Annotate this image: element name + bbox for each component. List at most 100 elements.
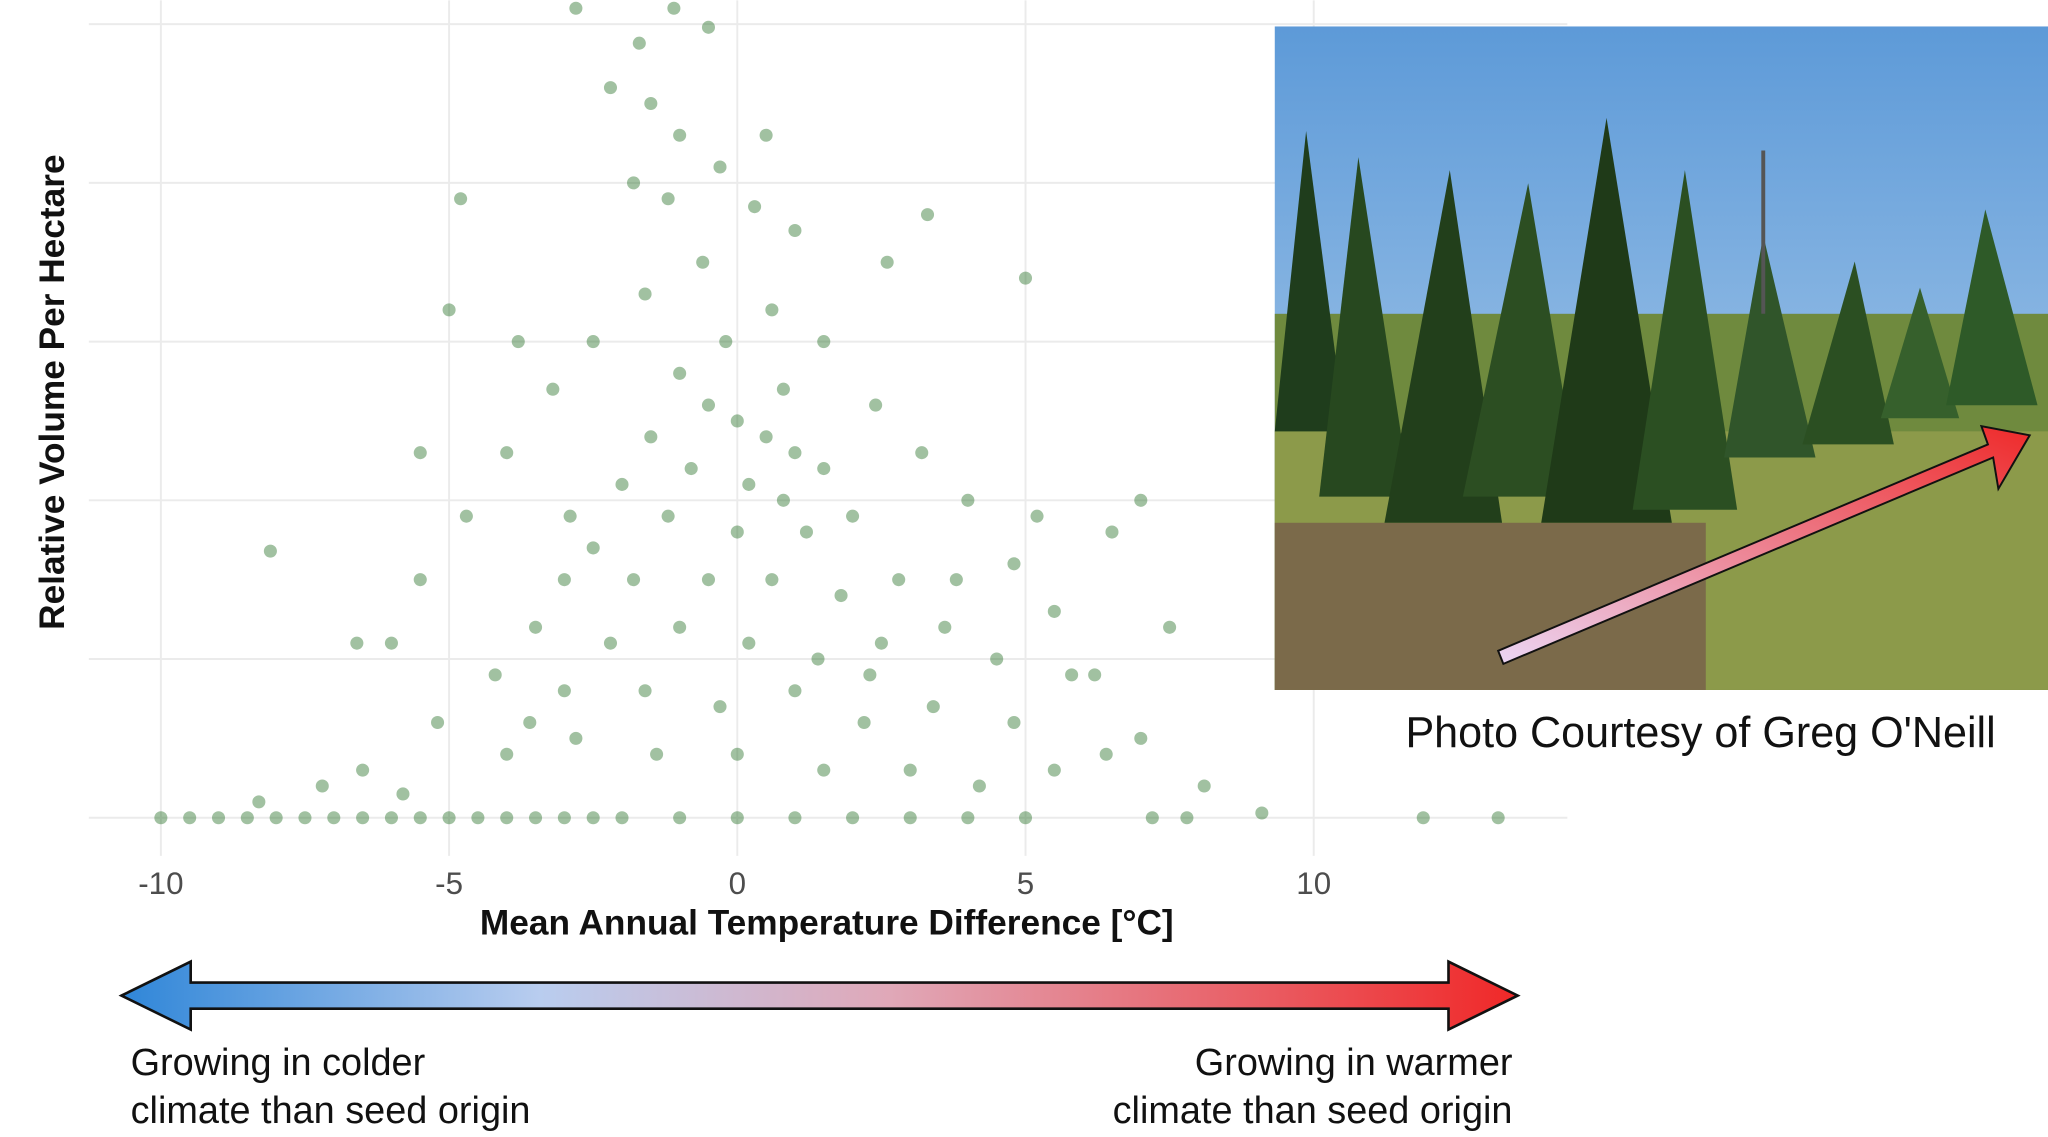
- point: [586, 335, 600, 349]
- point: [523, 715, 537, 730]
- point: [759, 128, 773, 142]
- point: [263, 544, 277, 558]
- point: [327, 811, 341, 825]
- point: [1105, 525, 1119, 539]
- point: [529, 620, 543, 634]
- point: [765, 303, 779, 317]
- point: [1088, 668, 1102, 682]
- point: [454, 192, 468, 206]
- point: [673, 811, 687, 825]
- point: [1047, 763, 1061, 777]
- point: [869, 398, 883, 412]
- point: [661, 509, 675, 523]
- point: [442, 811, 456, 825]
- point: [1030, 509, 1044, 523]
- point: [684, 462, 698, 476]
- point: [938, 620, 952, 634]
- point: [1018, 271, 1033, 285]
- x-tick-label: 10: [1296, 866, 1331, 901]
- point: [817, 763, 831, 777]
- point: [638, 287, 652, 301]
- point: [817, 462, 831, 476]
- point: [569, 731, 583, 745]
- point: [627, 573, 641, 587]
- point: [298, 811, 312, 825]
- point: [569, 1, 583, 15]
- point: [701, 573, 716, 587]
- point: [713, 700, 727, 714]
- right-note: climate than seed origin: [1113, 1090, 1513, 1132]
- point: [431, 715, 445, 730]
- point: [627, 176, 641, 190]
- point: [701, 20, 716, 34]
- point: [713, 160, 727, 174]
- point: [240, 811, 254, 825]
- point: [511, 335, 525, 349]
- point: [742, 477, 756, 491]
- point: [1018, 811, 1033, 825]
- point: [730, 525, 744, 539]
- x-tick-label: -10: [138, 866, 183, 901]
- point: [603, 636, 618, 650]
- point: [949, 573, 963, 587]
- point: [972, 779, 986, 793]
- point: [356, 763, 370, 777]
- x-tick-label: 5: [1017, 866, 1034, 901]
- point: [926, 700, 940, 714]
- point: [459, 509, 473, 523]
- point: [557, 684, 571, 698]
- point: [817, 335, 831, 349]
- point: [1065, 668, 1079, 682]
- point: [799, 525, 813, 539]
- point: [673, 128, 687, 142]
- point: [442, 303, 456, 317]
- point: [765, 573, 779, 587]
- point: [557, 811, 571, 825]
- point: [730, 414, 744, 428]
- point: [1491, 811, 1505, 825]
- point: [696, 255, 710, 269]
- point: [500, 747, 514, 761]
- point: [252, 795, 266, 809]
- point: [356, 811, 370, 825]
- point: [650, 747, 664, 761]
- x-tick-label: -5: [435, 866, 463, 901]
- point: [586, 811, 600, 825]
- point: [1163, 620, 1177, 634]
- point: [730, 747, 744, 761]
- point: [1134, 731, 1148, 745]
- point: [834, 589, 848, 603]
- point: [915, 446, 929, 460]
- point: [667, 1, 681, 15]
- left-note: climate than seed origin: [131, 1090, 531, 1132]
- point: [615, 811, 629, 825]
- point: [644, 430, 658, 444]
- point: [1007, 557, 1021, 571]
- point: [661, 192, 675, 206]
- point: [1099, 747, 1113, 761]
- right-note: Growing in warmer: [1195, 1042, 1513, 1084]
- point: [1197, 779, 1211, 793]
- temperature-arrow: [118, 959, 1521, 1032]
- point: [788, 684, 802, 698]
- point: [488, 668, 502, 682]
- photo-caption: Photo Courtesy of Greg O'Neill: [1405, 709, 1995, 757]
- point: [546, 382, 560, 396]
- point: [563, 509, 577, 523]
- point: [903, 763, 917, 777]
- point: [644, 96, 658, 111]
- point: [788, 811, 802, 825]
- point: [557, 573, 571, 587]
- point: [748, 200, 762, 214]
- point: [892, 573, 906, 587]
- point: [673, 366, 687, 380]
- point: [154, 811, 168, 825]
- point: [788, 223, 802, 238]
- point: [384, 636, 398, 650]
- point: [1255, 806, 1269, 820]
- point: [500, 811, 514, 825]
- point: [211, 811, 226, 825]
- point: [1047, 604, 1061, 618]
- x-axis-title: Mean Annual Temperature Difference [°C]: [480, 903, 1174, 942]
- point: [961, 811, 975, 825]
